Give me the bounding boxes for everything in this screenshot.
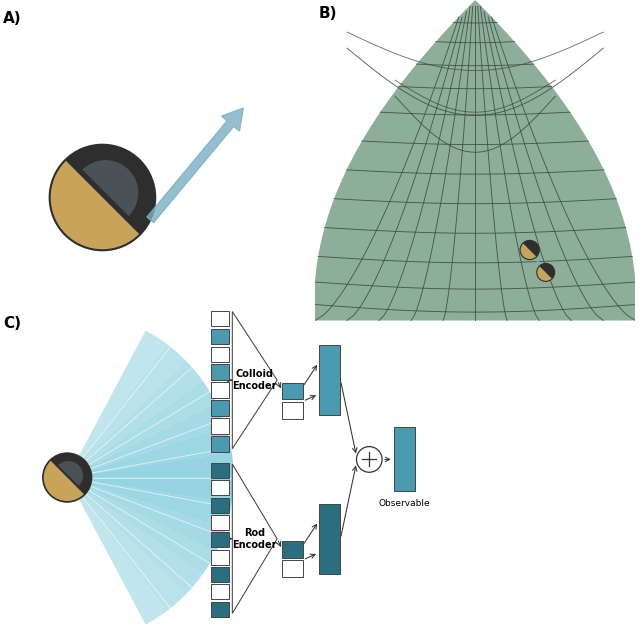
Bar <box>394 428 415 492</box>
Bar <box>211 515 229 530</box>
Wedge shape <box>67 478 167 625</box>
Wedge shape <box>83 160 138 216</box>
Wedge shape <box>520 243 536 260</box>
Circle shape <box>356 447 382 472</box>
Bar <box>282 402 303 419</box>
Bar <box>211 401 229 416</box>
Wedge shape <box>50 453 92 495</box>
Wedge shape <box>537 266 552 281</box>
Wedge shape <box>58 461 83 486</box>
Bar <box>282 560 303 577</box>
Bar <box>211 498 229 513</box>
Bar <box>211 347 229 362</box>
FancyArrow shape <box>147 108 243 222</box>
Bar <box>211 329 229 344</box>
Bar <box>211 383 229 398</box>
Wedge shape <box>67 478 234 503</box>
Bar <box>211 311 229 326</box>
Wedge shape <box>65 145 155 235</box>
Wedge shape <box>67 381 216 478</box>
Bar <box>211 602 229 617</box>
Wedge shape <box>67 478 226 552</box>
Wedge shape <box>67 330 167 478</box>
Text: B): B) <box>318 6 337 21</box>
Wedge shape <box>67 478 186 611</box>
Wedge shape <box>67 344 186 478</box>
Bar <box>319 504 340 574</box>
Polygon shape <box>232 312 277 449</box>
Bar <box>211 419 229 434</box>
Text: Rod
Encoder: Rod Encoder <box>232 528 277 549</box>
Bar <box>211 567 229 582</box>
Wedge shape <box>540 263 555 279</box>
Polygon shape <box>232 464 277 613</box>
Wedge shape <box>67 478 203 594</box>
Bar <box>211 585 229 599</box>
Text: A): A) <box>3 12 22 26</box>
Bar <box>211 550 229 565</box>
Bar <box>211 365 229 380</box>
Wedge shape <box>43 460 84 502</box>
Wedge shape <box>67 361 203 478</box>
Wedge shape <box>67 452 234 478</box>
Wedge shape <box>67 403 226 478</box>
Text: Observable: Observable <box>379 499 430 508</box>
Bar <box>282 541 303 558</box>
Bar <box>211 437 229 452</box>
Text: C): C) <box>3 316 21 331</box>
Wedge shape <box>50 160 140 250</box>
Wedge shape <box>67 478 232 528</box>
Wedge shape <box>67 427 232 478</box>
Bar <box>282 383 303 399</box>
Wedge shape <box>67 478 216 574</box>
Text: Colloid
Encoder: Colloid Encoder <box>232 369 277 391</box>
Bar <box>211 533 229 547</box>
Wedge shape <box>523 240 540 257</box>
Polygon shape <box>314 0 636 320</box>
Bar <box>211 463 229 478</box>
Bar <box>211 481 229 495</box>
Bar <box>319 345 340 415</box>
